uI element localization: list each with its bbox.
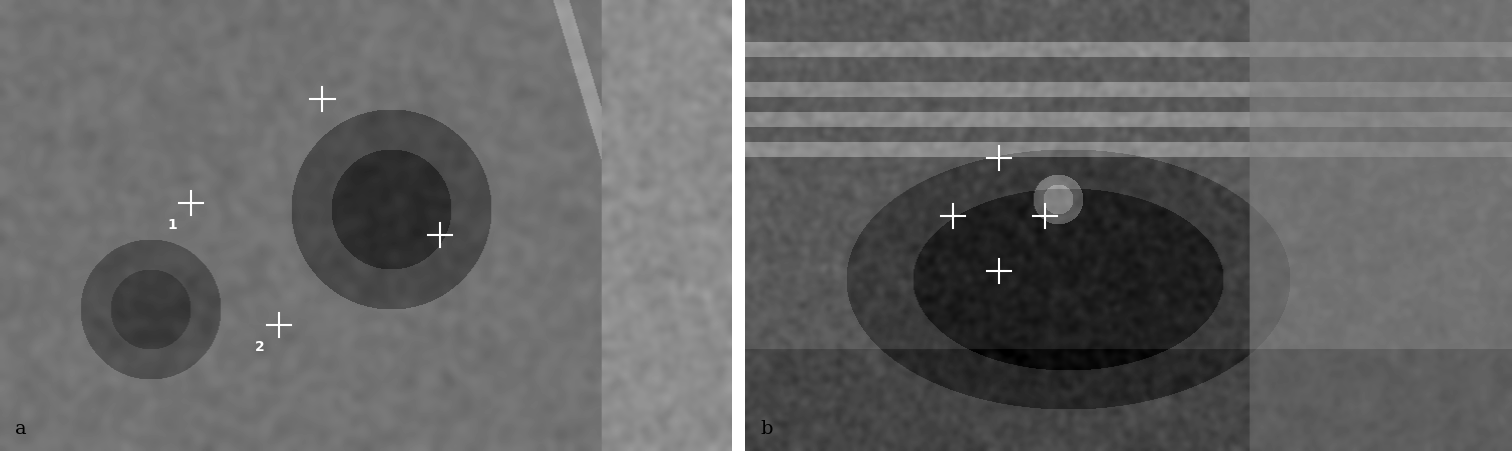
Text: 2: 2 [256, 339, 265, 353]
Text: b: b [761, 419, 773, 437]
Text: a: a [15, 419, 26, 437]
Text: 1: 1 [166, 217, 177, 231]
